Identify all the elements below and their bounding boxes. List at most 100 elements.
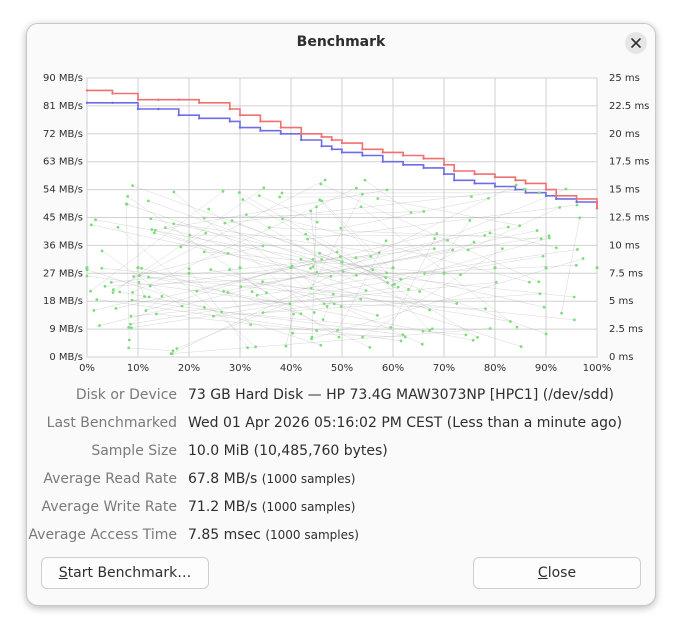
access-time-point	[129, 314, 133, 318]
prop-row-write-rate: Average Write Rate 71.2 MB/s (1000 sampl…	[27, 493, 655, 521]
access-time-point	[359, 205, 363, 209]
access-time-point	[354, 256, 358, 259]
close-button[interactable]: Close	[473, 557, 641, 589]
access-time-point	[103, 284, 107, 288]
access-time-seek-line	[213, 293, 541, 317]
access-time-point	[468, 219, 472, 222]
access-time-point	[299, 312, 303, 316]
access-time-point	[514, 183, 518, 187]
access-time-seek-line	[99, 240, 448, 326]
access-time-seek-line	[360, 206, 518, 328]
benchmark-properties: Disk or Device 73 GB Hard Disk — HP 73.4…	[27, 381, 655, 549]
access-time-point	[421, 329, 425, 333]
access-time-point	[318, 251, 322, 255]
access-time-point	[127, 338, 131, 342]
read-rate-point	[300, 138, 303, 142]
access-time-point	[573, 318, 576, 322]
access-time-point	[281, 217, 284, 221]
access-time-point	[128, 322, 132, 326]
access-time-point	[470, 195, 473, 199]
read-rate-point	[361, 154, 364, 157]
access-time-point	[399, 339, 403, 343]
access-time-seek-line	[227, 292, 251, 325]
access-time-point	[494, 281, 498, 284]
write-rate-point	[320, 135, 323, 139]
access-time-point	[226, 290, 230, 294]
access-time-point	[111, 291, 115, 294]
access-time-point	[130, 298, 134, 302]
access-time-point	[384, 239, 388, 243]
write-rate-point	[575, 197, 578, 201]
read-rate-point	[442, 172, 446, 176]
access-time-point	[554, 246, 558, 250]
access-time-point	[451, 248, 455, 252]
y-left-tick-label: 90 MB/s	[43, 73, 83, 84]
access-time-point	[340, 260, 344, 264]
access-time-point	[578, 216, 582, 220]
access-time-point	[138, 274, 142, 277]
access-time-seek-line	[130, 282, 497, 317]
access-time-point	[487, 196, 490, 200]
access-time-point	[144, 309, 148, 312]
access-time-point	[311, 265, 315, 269]
access-time-seek-line	[282, 218, 530, 283]
access-time-seek-line	[145, 251, 338, 311]
access-time-point	[304, 232, 308, 236]
access-time-seek-line	[204, 251, 461, 275]
access-time-seek-line	[285, 314, 294, 347]
access-time-seek-line	[242, 199, 393, 286]
access-time-point	[291, 331, 295, 335]
access-time-point	[523, 187, 527, 191]
access-time-point	[315, 270, 319, 274]
access-time-point	[432, 247, 436, 251]
y-right-tick-label: 17.5 ms	[609, 157, 649, 168]
sample-count-note: (1000 samples)	[265, 528, 359, 542]
access-time-point	[572, 295, 576, 299]
close-window-button[interactable]	[625, 32, 647, 54]
access-time-point	[407, 287, 410, 291]
access-time-point	[320, 199, 324, 203]
access-time-point	[288, 302, 292, 306]
start-benchmark-label: Start Benchmark…	[58, 565, 192, 581]
access-time-point	[325, 304, 329, 308]
access-time-point	[359, 297, 363, 301]
access-time-point	[376, 197, 380, 200]
read-rate-point	[493, 185, 497, 188]
access-time-point	[150, 228, 154, 231]
access-time-point	[203, 306, 206, 309]
read-rate-point	[136, 107, 140, 111]
access-time-seek-line	[292, 332, 406, 338]
access-time-point	[336, 328, 339, 332]
read-rate-point	[85, 101, 89, 104]
y-right-tick-label: 7.5 ms	[609, 268, 643, 279]
access-time-point	[332, 302, 336, 306]
access-time-point	[261, 280, 264, 283]
access-time-point	[238, 266, 242, 270]
access-time-seek-line	[176, 188, 567, 349]
access-time-point	[221, 189, 225, 193]
access-time-point	[230, 219, 234, 223]
access-time-point	[515, 325, 519, 329]
access-time-point	[148, 284, 152, 288]
prop-value: 7.85 msec (1000 samples)	[188, 527, 359, 543]
access-time-seek-line	[139, 275, 474, 341]
access-time-seek-line	[307, 204, 578, 240]
write-rate-point	[361, 148, 364, 151]
access-time-seek-line	[239, 192, 409, 290]
x-tick-label: 50%	[331, 363, 353, 372]
access-time-point	[318, 198, 322, 202]
read-rate-point	[402, 163, 405, 166]
access-time-point	[204, 231, 208, 235]
access-time-point	[100, 266, 104, 270]
access-time-point	[255, 293, 259, 297]
start-benchmark-button[interactable]: Start Benchmark…	[41, 557, 209, 589]
access-time-point	[163, 226, 167, 230]
read-rate-point	[544, 194, 548, 197]
access-time-point	[140, 266, 144, 270]
access-time-seek-line	[224, 189, 525, 224]
access-time-point	[321, 318, 325, 322]
read-rate-point	[453, 179, 456, 182]
access-time-point	[267, 226, 271, 229]
access-time-point	[537, 280, 541, 284]
access-time-point	[423, 272, 427, 275]
